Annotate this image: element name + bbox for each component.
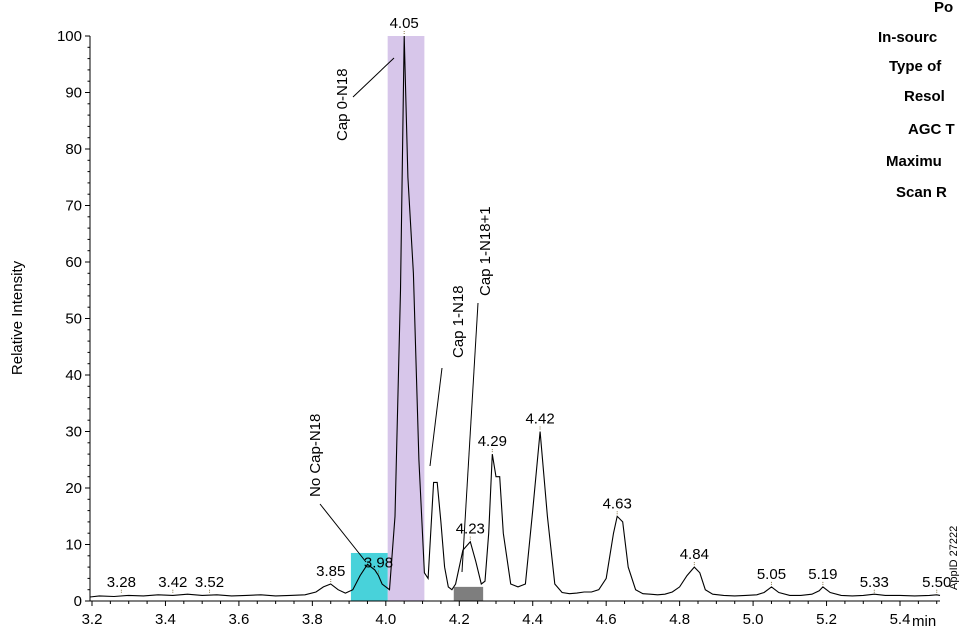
annotation-no-cap-n18: No Cap-N18 — [307, 414, 367, 563]
peak-label: 3.28 — [107, 574, 136, 591]
side-line-po: Po — [934, 0, 953, 16]
highlight-region-2 — [453, 586, 484, 601]
highlight-region-0 — [387, 36, 425, 601]
x-tick-label: 4.8 — [669, 611, 690, 628]
x-tick-label: 3.4 — [155, 611, 176, 628]
peak-label: 5.50 — [922, 574, 951, 591]
y-axis-title: Relative Intensity — [9, 260, 26, 375]
x-tick-label: 3.8 — [302, 611, 323, 628]
highlight-region-1 — [350, 552, 388, 601]
side-line-type-of: Type of — [889, 58, 942, 75]
peak-label: 4.29 — [478, 433, 507, 450]
annotation-cap1-n18-plus1: Cap 1-N18+1 — [461, 206, 494, 573]
peak-label: 3.85 — [316, 563, 345, 580]
y-tick-label: 60 — [65, 254, 82, 271]
side-line-in-source: In-sourc — [878, 29, 937, 46]
x-tick-label: 5.4 — [890, 611, 911, 628]
chromatogram-trace — [89, 35, 941, 598]
y-tick-label: 40 — [65, 367, 82, 384]
y-tick-label: 50 — [65, 311, 82, 328]
x-axis-unit: min — [912, 613, 936, 630]
y-tick-label: 0 — [74, 593, 82, 610]
side-line-scan: Scan R — [896, 184, 947, 201]
app-id-label: AppID 27222 — [948, 526, 959, 590]
x-tick-label: 4.0 — [375, 611, 396, 628]
y-tick-label: 30 — [65, 424, 82, 441]
leader-line — [352, 57, 395, 98]
peak-label: 4.63 — [603, 495, 632, 512]
peak-label: 3.98 — [364, 555, 393, 572]
peak-labels: 3.28 3.42 3.52 3.85 3.98 4.05 4.23 4.29 4.42 4.63… — [107, 15, 951, 593]
leader-line — [461, 302, 479, 573]
x-tick-label: 4.2 — [449, 611, 470, 628]
peak-label: 3.42 — [158, 574, 187, 591]
side-line-maximum: Maximu — [886, 153, 942, 170]
x-tick-label: 5.0 — [743, 611, 764, 628]
annotation-cap1-n18: Cap 1-N18 — [429, 285, 467, 467]
highlight-regions — [350, 36, 484, 601]
annotation-text: Cap 0-N18 — [334, 68, 351, 141]
x-tick-label: 3.2 — [82, 611, 103, 628]
y-tick-label: 70 — [65, 198, 82, 215]
peak-label: 3.52 — [195, 574, 224, 591]
peak-label: 4.84 — [680, 546, 709, 563]
x-tick-label: 4.6 — [596, 611, 617, 628]
y-tick-label: 100 — [57, 28, 82, 45]
x-ticks: 3.2 3.4 3.6 3.8 4.0 4.2 4.4 4.6 4.8 5.0 5.2 5.4 — [82, 601, 938, 628]
leader-line — [429, 367, 443, 467]
peak-label: 4.05 — [390, 15, 419, 32]
y-tick-label: 20 — [65, 480, 82, 497]
peak-label: 5.19 — [808, 566, 837, 583]
side-line-resol: Resol — [904, 88, 945, 105]
peak-label: 4.23 — [456, 521, 485, 538]
x-tick-label: 3.6 — [228, 611, 249, 628]
annotation-text: Cap 1-N18 — [450, 285, 467, 358]
y-tick-label: 80 — [65, 141, 82, 158]
y-tick-label: 90 — [65, 85, 82, 102]
annotation-text: No Cap-N18 — [307, 414, 324, 497]
side-line-agc: AGC T — [908, 121, 955, 138]
x-tick-label: 5.2 — [816, 611, 837, 628]
leader-line — [319, 503, 367, 563]
side-panel: Po In-sourc Type of Resol AGC T Maximu S… — [878, 0, 955, 201]
annotation-text: Cap 1-N18+1 — [477, 206, 494, 296]
annotation-cap0-n18: Cap 0-N18 — [334, 57, 395, 141]
y-tick-label: 10 — [65, 537, 82, 554]
peak-label: 5.33 — [860, 574, 889, 591]
x-tick-label: 4.4 — [522, 611, 543, 628]
peak-label: 4.42 — [525, 411, 554, 428]
y-ticks: 0 10 20 30 40 50 60 70 80 90 100 — [57, 28, 90, 610]
peak-label: 5.05 — [757, 566, 786, 583]
